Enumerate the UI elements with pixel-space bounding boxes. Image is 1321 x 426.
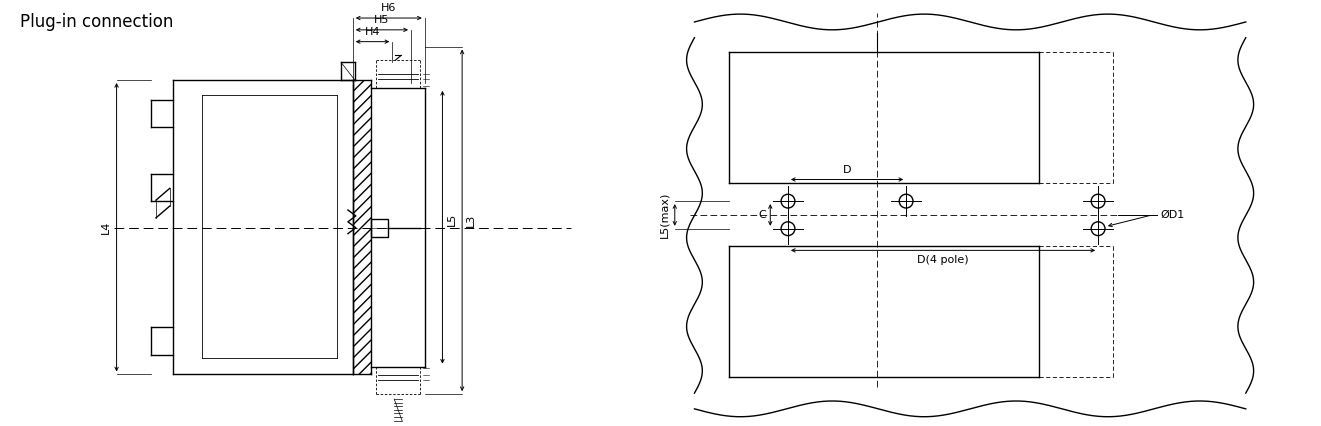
Text: H4: H4 xyxy=(365,27,380,37)
Text: L3: L3 xyxy=(466,214,476,227)
Text: L4: L4 xyxy=(100,221,111,234)
Bar xyxy=(371,219,388,236)
Text: H6: H6 xyxy=(380,3,396,13)
Text: C: C xyxy=(758,210,766,220)
Text: H5: H5 xyxy=(374,15,390,25)
Text: L5: L5 xyxy=(446,213,456,226)
Text: Plug-in connection: Plug-in connection xyxy=(20,13,173,31)
Text: D(4 pole): D(4 pole) xyxy=(917,255,968,265)
Text: D: D xyxy=(843,164,851,175)
Text: ØD1: ØD1 xyxy=(1160,210,1185,220)
Text: L5(max): L5(max) xyxy=(660,192,670,238)
